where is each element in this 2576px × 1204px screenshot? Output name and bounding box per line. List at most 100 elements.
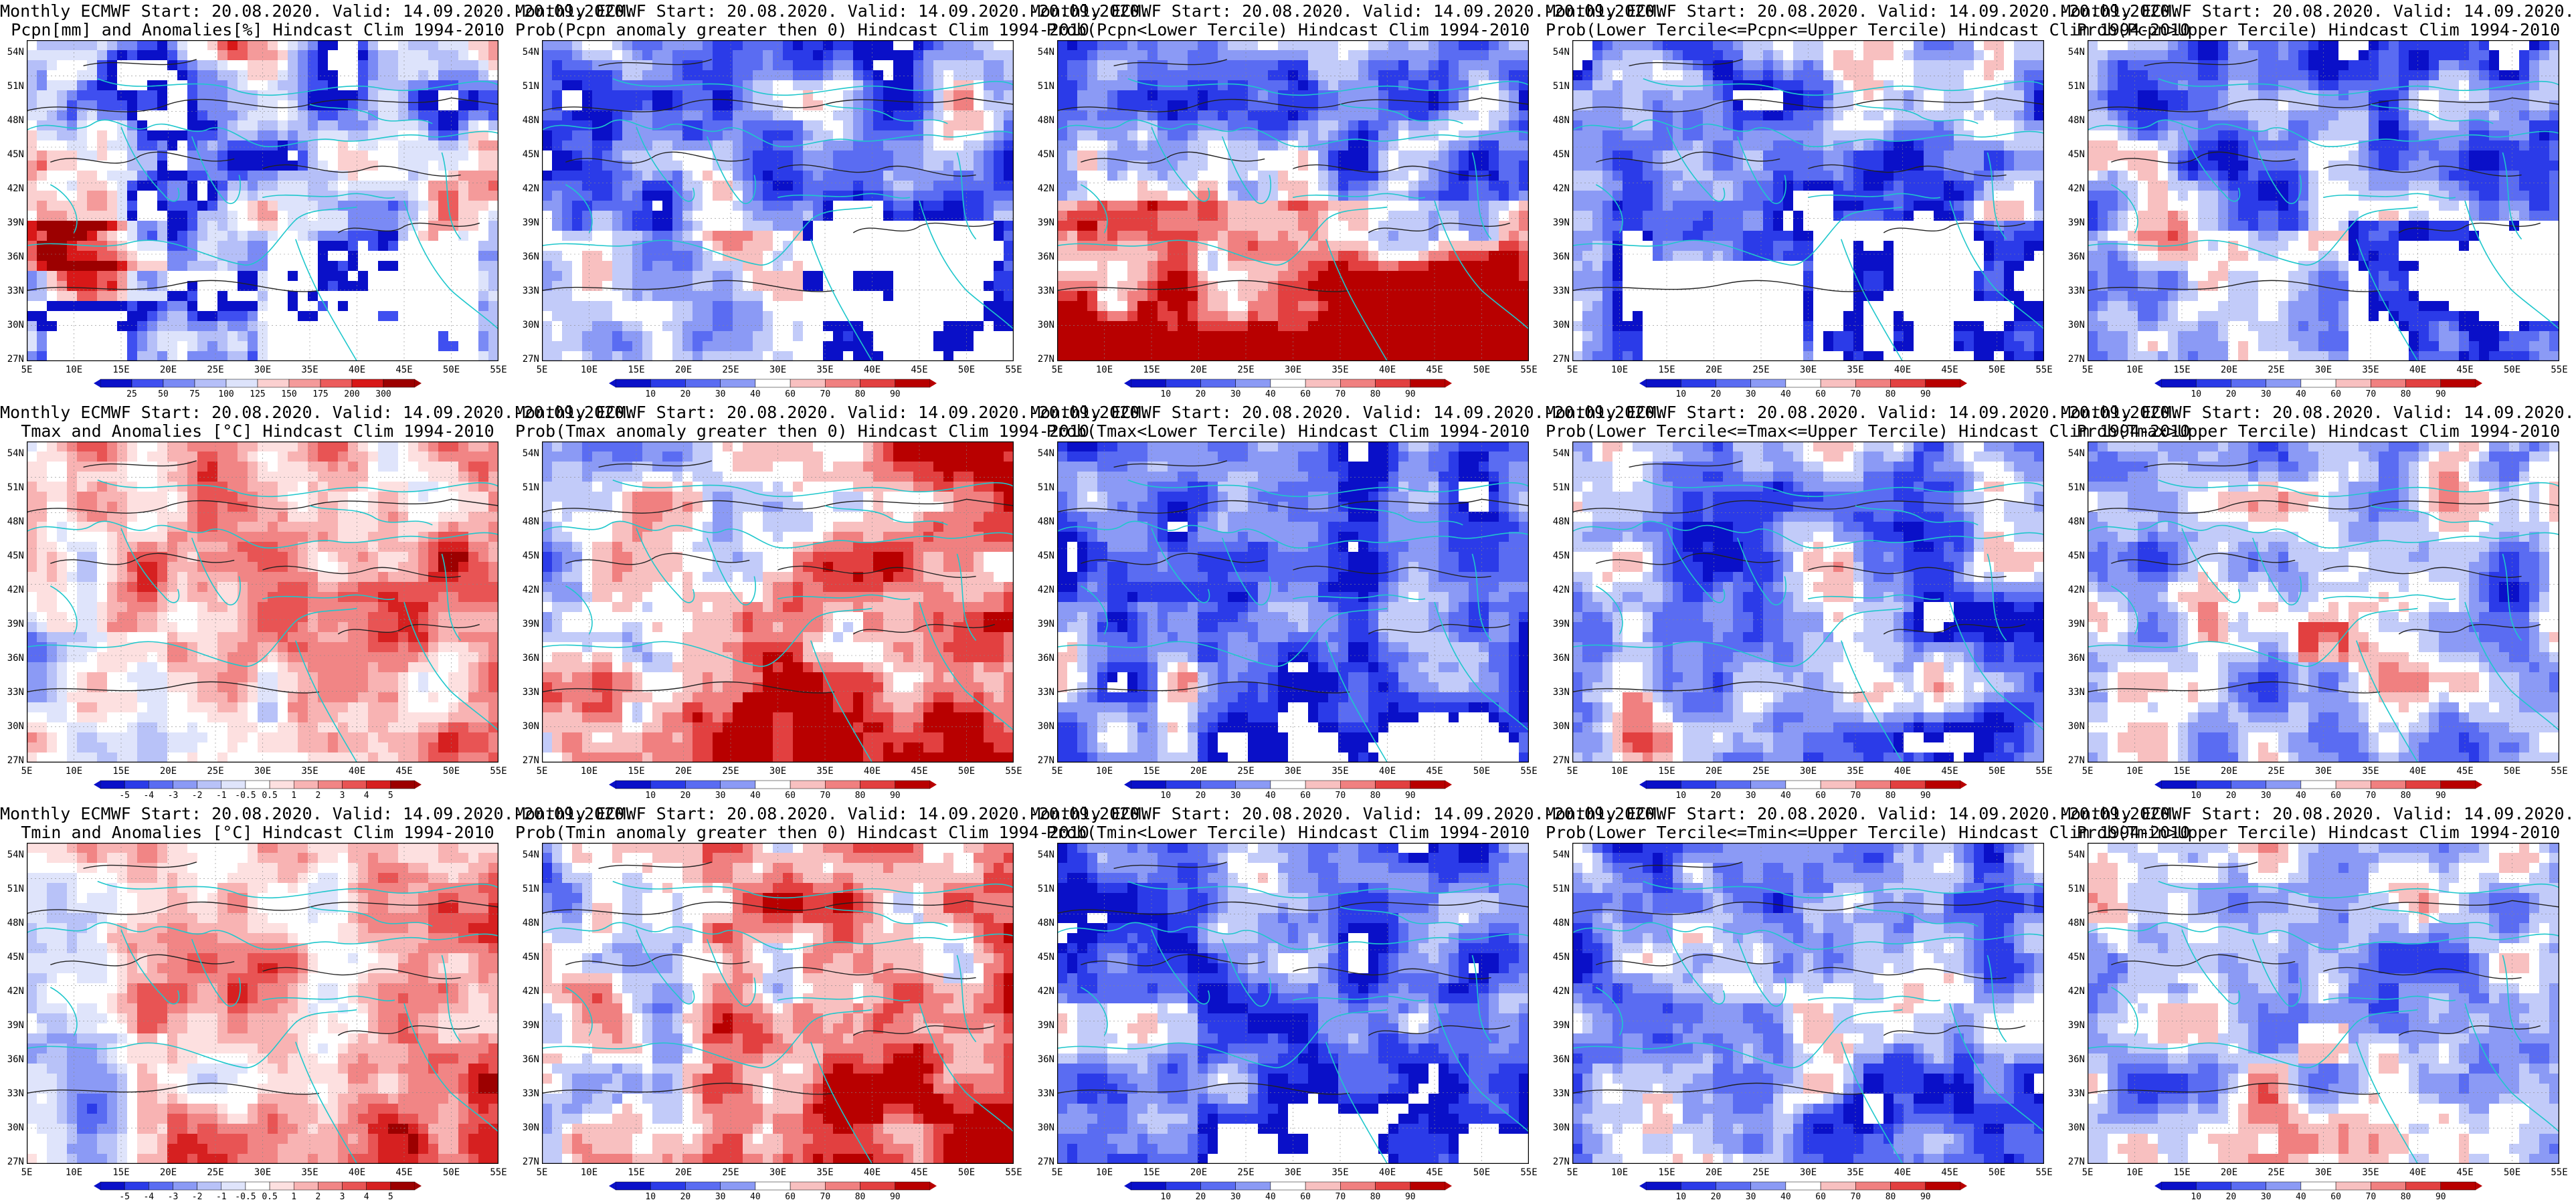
- map-panel: Monthly ECMWF Start: 20.08.2020. Valid: …: [1030, 401, 1665, 803]
- latitude-label: 36N: [2062, 653, 2085, 664]
- longitude-label: 45E: [1421, 365, 1448, 375]
- colorbar-segment: [1305, 379, 1341, 388]
- latitude-label: 42N: [1, 585, 24, 595]
- colorbar-tick-label: 80: [1877, 389, 1904, 399]
- coastline: [50, 184, 78, 233]
- latitude-label: 45N: [517, 550, 539, 561]
- coastline: [27, 1009, 357, 1068]
- contour-line: [27, 498, 498, 514]
- forecast-map: [542, 40, 1014, 361]
- coastline: [565, 585, 593, 635]
- coastline: [542, 206, 872, 266]
- colorbar-segment: [2266, 379, 2302, 388]
- colorbar-arrow-right: [930, 1182, 937, 1190]
- map-panel: Monthly ECMWF Start: 20.08.2020. Valid: …: [515, 0, 1149, 401]
- colorbar-segment: [2195, 1181, 2231, 1191]
- colorbar-segment: [197, 780, 222, 789]
- contour-line: [83, 460, 197, 468]
- longitude-label: 35E: [812, 1167, 838, 1178]
- colorbar-tick-label: 30: [707, 1192, 734, 1202]
- longitude-label: 25E: [1232, 766, 1259, 777]
- coastline: [1151, 126, 1210, 202]
- colorbar-segment: [860, 1181, 896, 1191]
- panel-title-line2: Tmax and Anomalies [°C] Hindcast Clim 19…: [0, 421, 515, 441]
- longitude-label: 25E: [1232, 365, 1259, 375]
- colorbar-segment: [1820, 379, 1856, 388]
- colorbar-arrow-left: [609, 1182, 616, 1190]
- longitude-label: 20E: [2216, 766, 2243, 777]
- colorbar-segment: [383, 379, 416, 388]
- coastline: [2088, 206, 2418, 266]
- coastline: [565, 987, 593, 1036]
- colorbar-segment: [366, 780, 391, 789]
- colorbar-segment: [1855, 1181, 1891, 1191]
- forecast-map: [1572, 40, 2044, 361]
- contour-line: [542, 280, 835, 292]
- panel-title-line1: Monthly ECMWF Start: 20.08.2020. Valid: …: [1030, 1, 1665, 21]
- latitude-label: 54N: [2062, 448, 2085, 459]
- longitude-label: 5E: [13, 766, 40, 777]
- longitude-label: 45E: [906, 365, 933, 375]
- colorbar-arrow-right: [415, 1182, 422, 1190]
- coastline: [1325, 1041, 1388, 1164]
- colorbar-segment: [1890, 379, 1926, 388]
- longitude-label: 20E: [1701, 1167, 1728, 1178]
- longitude-label: 30E: [1795, 1167, 1822, 1178]
- longitude-label: 55E: [2031, 1167, 2057, 1178]
- coastline: [1595, 585, 1623, 635]
- longitude-label: 45E: [2452, 1167, 2478, 1178]
- longitude-label: 15E: [2169, 1167, 2195, 1178]
- colorbar-segment: [2195, 379, 2231, 388]
- colorbar-segment: [2405, 780, 2442, 789]
- longitude-label: 55E: [485, 766, 512, 777]
- colorbar-arrow-right: [2476, 1182, 2482, 1190]
- colorbar-tick-label: 2: [304, 791, 331, 801]
- coastline: [27, 206, 357, 266]
- longitude-label: 50E: [1984, 365, 2011, 375]
- latitude-label: 27N: [1, 354, 24, 365]
- coastline: [1736, 136, 1786, 205]
- latitude-label: 39N: [2062, 619, 2085, 629]
- colorbar-segment: [1645, 379, 1681, 388]
- coastline: [27, 520, 498, 548]
- longitude-label: 35E: [296, 365, 323, 375]
- coastline: [1949, 200, 2044, 330]
- latitude-label: 42N: [2062, 585, 2085, 595]
- colorbar-segment: [2266, 780, 2302, 789]
- panel-title-line1: Monthly ECMWF Start: 20.08.2020. Valid: …: [0, 403, 634, 422]
- longitude-label: 50E: [1469, 1167, 1495, 1178]
- colorbar-tick-label: 10: [637, 791, 664, 801]
- longitude-label: 10E: [61, 1167, 88, 1178]
- colorbar-segment: [124, 780, 149, 789]
- latitude-label: 33N: [1, 687, 24, 698]
- colorbar-tick-label: 60: [1292, 1192, 1319, 1202]
- coastline: [542, 1009, 872, 1068]
- longitude-label: 55E: [2546, 365, 2573, 375]
- coastline: [1841, 239, 1904, 361]
- colorbar-segment: [825, 1181, 860, 1191]
- shaded-field: [27, 843, 498, 1164]
- coastline: [1057, 922, 1529, 950]
- latitude-label: 33N: [1032, 1088, 1054, 1099]
- longitude-label: 25E: [717, 1167, 744, 1178]
- colorbar-tick-label: 90: [1397, 1192, 1424, 1202]
- colorbar-tick-label: 30: [2253, 791, 2280, 801]
- coastline: [956, 152, 977, 240]
- panel-title-line1: Monthly ECMWF Start: 20.08.2020. Valid: …: [2061, 804, 2576, 823]
- contour-line: [542, 681, 835, 694]
- colorbar-segment: [342, 780, 367, 789]
- longitude-label: 40E: [2405, 1167, 2431, 1178]
- longitude-label: 15E: [623, 1167, 650, 1178]
- latitude-label: 39N: [1, 217, 24, 228]
- colorbar-segment: [2440, 780, 2476, 789]
- longitude-label: 15E: [108, 1167, 134, 1178]
- longitude-label: 55E: [1000, 365, 1027, 375]
- colorbar-tick-label: 40: [1772, 389, 1799, 399]
- colorbar-segment: [2231, 1181, 2266, 1191]
- latitude-label: 30N: [1547, 1122, 1570, 1133]
- latitude-label: 36N: [517, 1054, 539, 1065]
- coastline: [1293, 594, 1426, 600]
- latitude-label: 51N: [2062, 81, 2085, 92]
- map-panel: Monthly ECMWF Start: 20.08.2020. Valid: …: [1030, 803, 1665, 1204]
- latitude-label: 54N: [517, 47, 539, 58]
